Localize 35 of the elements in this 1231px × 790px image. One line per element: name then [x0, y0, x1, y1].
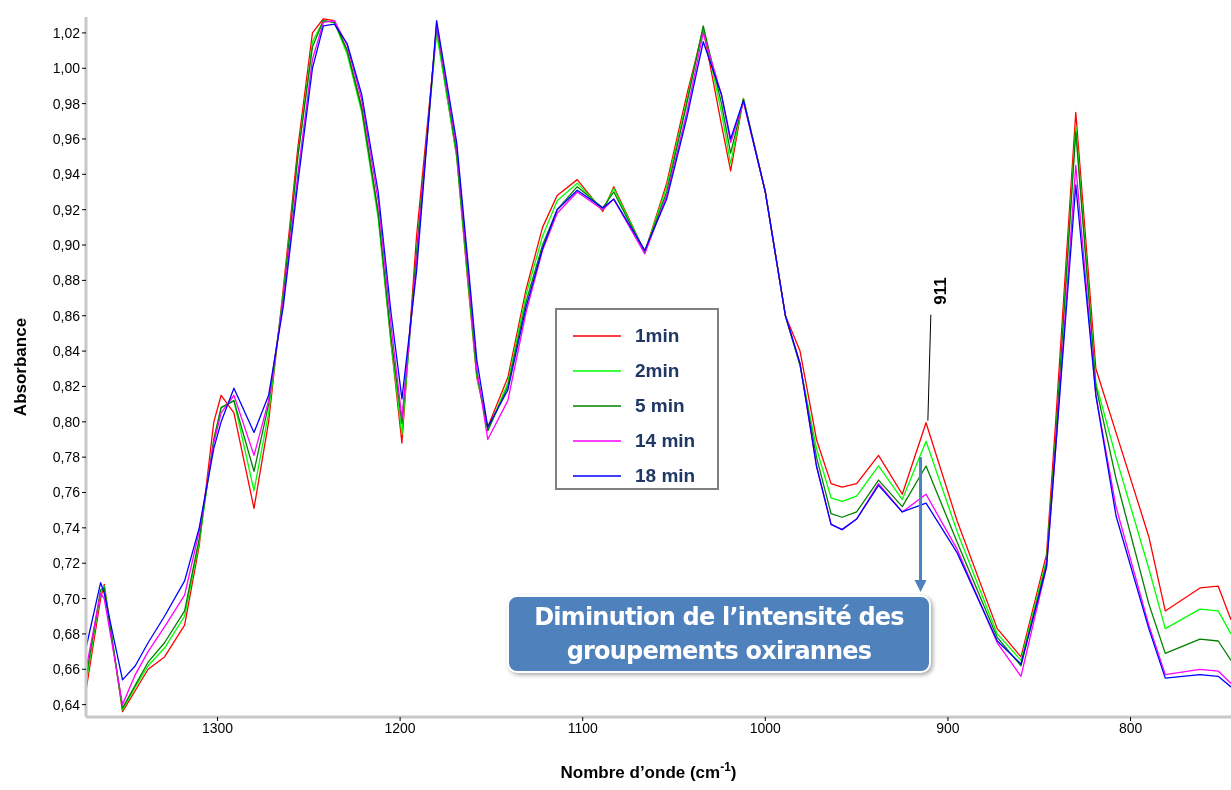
y-tick-label: 0,96 — [52, 130, 81, 147]
x-tick-label: 1300 — [201, 719, 234, 736]
annotation: Diminution de l’intensité des groupements oxirannes — [507, 595, 931, 673]
y-tick-label: 0,84 — [52, 343, 81, 360]
legend-label: 2min — [635, 359, 680, 382]
y-tick-label: 0,88 — [52, 272, 81, 289]
y-tick-label: 0,80 — [52, 413, 81, 430]
legend-label: 5 min — [635, 394, 685, 417]
annotation: 911 — [931, 277, 951, 305]
x-tick-label: 1100 — [567, 719, 598, 736]
y-tick-label: 1,00 — [52, 60, 81, 77]
y-tick-label: 0,86 — [52, 307, 81, 324]
y-tick-label: 0,78 — [52, 449, 81, 466]
y-tick-label: 0,66 — [52, 661, 81, 678]
y-tick-label: 0,98 — [52, 95, 81, 112]
y-tick-label: 0,68 — [52, 625, 81, 642]
y-axis-title: Absorbance — [11, 317, 31, 417]
legend-label: 14 min — [635, 429, 696, 452]
legend-label: 18 min — [635, 464, 696, 487]
y-tick-label: 0,76 — [52, 484, 81, 501]
x-tick-label: 800 — [1118, 719, 1143, 736]
y-tick-label: 0,70 — [52, 590, 81, 607]
x-tick-label: 900 — [936, 719, 960, 736]
x-tick-label: 1000 — [749, 719, 782, 736]
legend-label: 1min — [635, 324, 680, 347]
y-tick-label: 0,64 — [52, 696, 81, 713]
x-tick-label: 1200 — [384, 719, 416, 736]
y-tick-label: 0,90 — [52, 237, 81, 253]
y-tick-label: 0,74 — [52, 519, 81, 536]
y-tick-label: 0,72 — [52, 555, 81, 572]
y-tick-label: 1,02 — [52, 24, 81, 41]
y-tick-label: 0,92 — [52, 201, 81, 218]
y-tick-label: 0,94 — [52, 166, 81, 183]
y-tick-label: 0,82 — [52, 378, 81, 395]
x-axis-title: Nombre d’onde (cm$^{-1}$) — [560, 760, 737, 782]
